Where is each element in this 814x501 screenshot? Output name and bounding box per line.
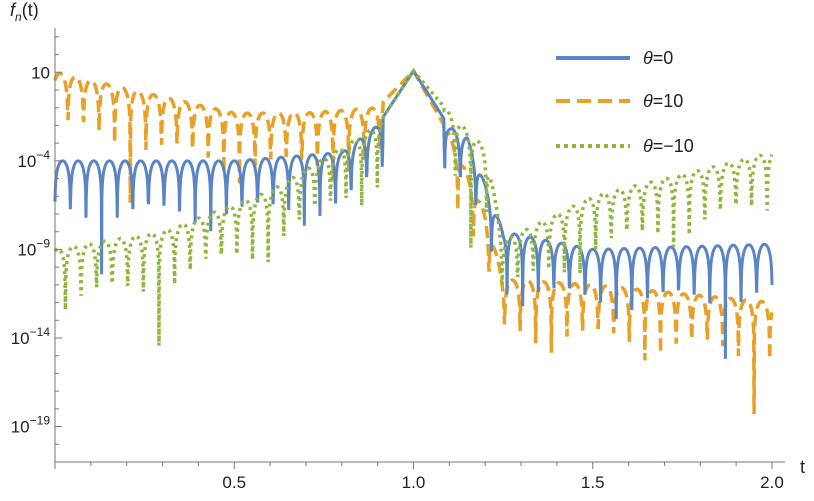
y-tick-label: 10−19 (11, 414, 51, 437)
legend-item-theta-10: θ=10 (556, 91, 683, 111)
y-tick-label: 10−4 (17, 148, 50, 171)
y-axis-label-rest: (t) (22, 0, 39, 20)
y-axis-label-base: f (10, 0, 17, 20)
legend: θ=0 θ=10 θ=−10 (556, 48, 694, 156)
y-ticks: 10 10−4 10−9 10−14 10−19 (11, 36, 62, 445)
x-tick-label: 2.0 (760, 473, 784, 492)
x-tick-label: 0.5 (222, 473, 246, 492)
series-line-theta-neg10 (53, 67, 774, 346)
legend-item-theta-0: θ=0 (556, 48, 673, 68)
x-axis-label: t (800, 457, 805, 477)
legend-label-theta-10: θ=10 (643, 91, 683, 111)
x-tick-label: 1.0 (402, 473, 426, 492)
series-line-theta-10 (53, 67, 774, 415)
x-ticks: 0.5 1.0 1.5 2.0 (54, 462, 784, 492)
x-tick-label: 1.5 (581, 473, 605, 492)
legend-label-theta-neg10: θ=−10 (643, 136, 694, 156)
y-tick-label: 10−9 (17, 236, 50, 259)
y-tick-label: 10−14 (11, 325, 51, 348)
legend-item-theta-neg10: θ=−10 (556, 136, 694, 156)
series-layer (53, 67, 774, 415)
y-axis-label-sub: n (15, 10, 22, 24)
series-line-theta-0 (53, 68, 774, 359)
legend-label-theta-0: θ=0 (643, 48, 673, 68)
y-tick-label: 10 (31, 63, 50, 82)
y-axis-label: fn(t) (10, 0, 39, 24)
